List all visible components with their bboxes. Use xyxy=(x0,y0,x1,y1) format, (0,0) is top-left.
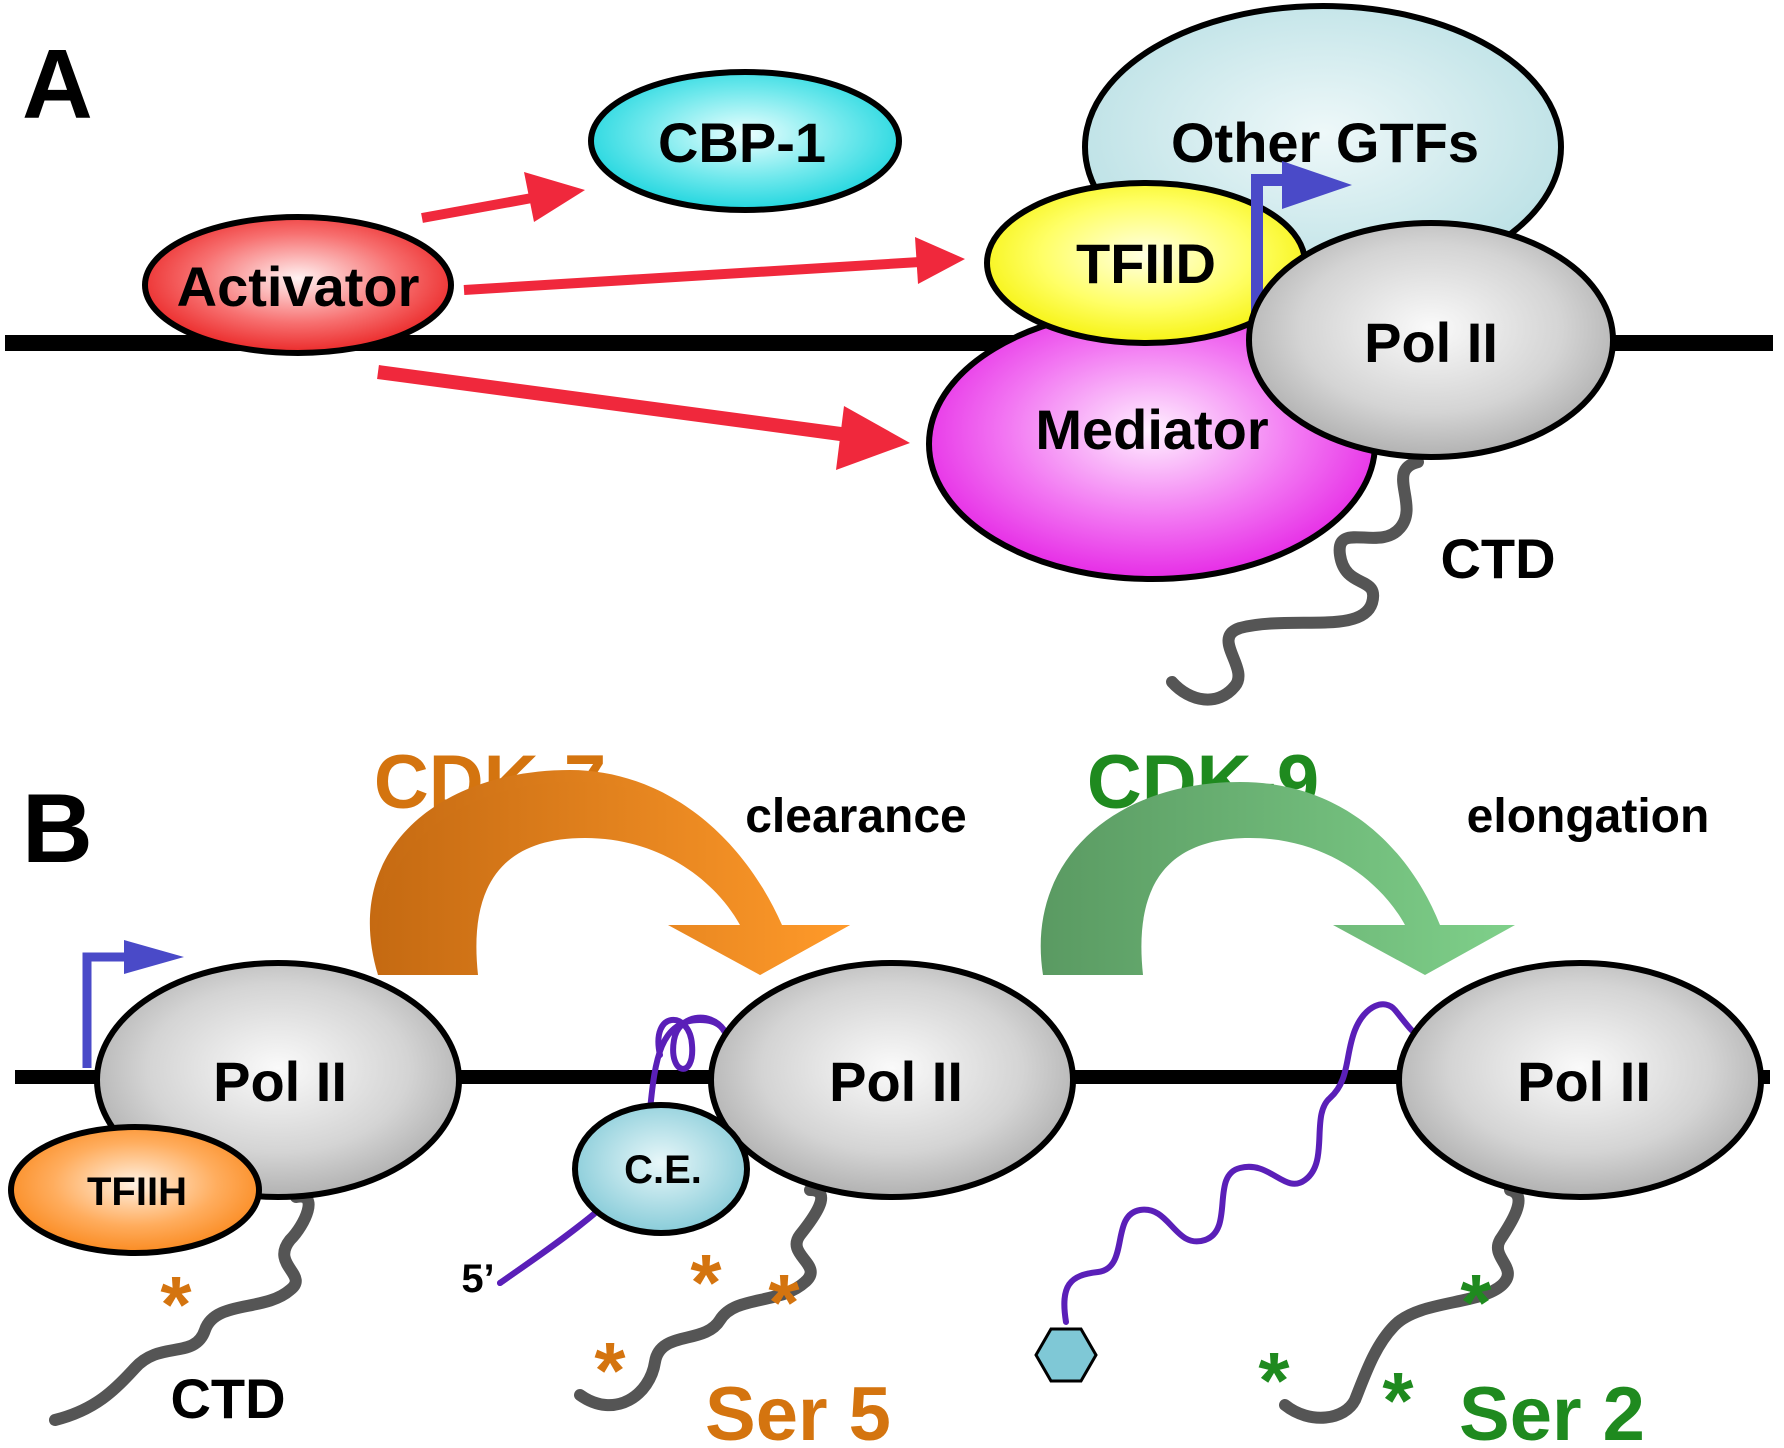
activation-arrow-cbp xyxy=(421,172,585,223)
ctd-phospho-star-b2a: * xyxy=(690,1238,722,1327)
five-prime-label: 5’ xyxy=(461,1257,494,1301)
activator-label: Activator xyxy=(177,255,420,318)
ctd-tail-b2 xyxy=(574,1184,828,1412)
ctd-tail-a xyxy=(1166,456,1424,706)
pol-ii-b1-label: Pol II xyxy=(213,1050,347,1113)
cdk-9-curved-arrow-body xyxy=(1040,782,1515,975)
pol-ii-b3-label: Pol II xyxy=(1517,1050,1651,1113)
transcription-start-flag-icon xyxy=(1251,161,1352,330)
ctd-phospho-star-b2b: * xyxy=(768,1258,800,1347)
elongation-label: elongation xyxy=(1467,790,1710,843)
pol-ii-b2: Pol II xyxy=(708,960,1076,1200)
cbp-1-label: CBP-1 xyxy=(658,111,826,174)
other-gtfs-label: Other GTFs xyxy=(1171,111,1479,174)
pol-ii-b2-label: Pol II xyxy=(829,1050,963,1113)
ctd-phospho-star-b3a: * xyxy=(1460,1258,1492,1347)
tfiid: TFIID xyxy=(984,180,1308,346)
ctd-phospho-star-b3b: * xyxy=(1258,1336,1290,1425)
activation-arrow-tfiid xyxy=(463,237,965,295)
capping-enzyme: C.E. xyxy=(572,1102,750,1236)
activator: Activator xyxy=(142,214,454,356)
transcription-start-flag-icon-b xyxy=(82,940,184,1068)
ctd-label-a: CTD xyxy=(1440,527,1555,590)
panel-b-label: B xyxy=(22,773,93,883)
cdk-7-curved-arrow-body xyxy=(375,782,850,975)
capping-enzyme-label: C.E. xyxy=(624,1148,702,1192)
tfiid-label: TFIID xyxy=(1076,232,1216,295)
ctd-phospho-star-b2c: * xyxy=(594,1326,626,1415)
panel-a-label: A xyxy=(22,29,93,139)
mrna-cap-icon xyxy=(1034,1327,1098,1383)
ser-2-label: Ser 2 xyxy=(1459,1372,1645,1448)
ctd-label-b: CTD xyxy=(170,1367,285,1430)
pol-ii-a: Pol II xyxy=(1246,220,1616,460)
mediator-label: Mediator xyxy=(1035,398,1268,461)
ctd-tail-b1 xyxy=(49,1190,315,1426)
ctd-phospho-star-b1: * xyxy=(160,1260,192,1349)
ctd-tail-b3 xyxy=(1279,1184,1525,1424)
tfiih-label: TFIIH xyxy=(87,1170,187,1214)
clearance-label: clearance xyxy=(745,790,967,843)
ser-5-label: Ser 5 xyxy=(705,1372,891,1448)
cbp-1: CBP-1 xyxy=(588,69,902,213)
pol-ii-a-label: Pol II xyxy=(1364,311,1498,374)
tfiih: TFIIH xyxy=(8,1124,262,1256)
activation-arrow-mediator xyxy=(377,365,910,470)
rna-transcript-b3 xyxy=(1061,1001,1423,1325)
rna-emerging-b2 xyxy=(647,1016,731,1113)
pol-ii-b3: Pol II xyxy=(1396,960,1764,1200)
ctd-phospho-star-b3c: * xyxy=(1382,1356,1414,1445)
